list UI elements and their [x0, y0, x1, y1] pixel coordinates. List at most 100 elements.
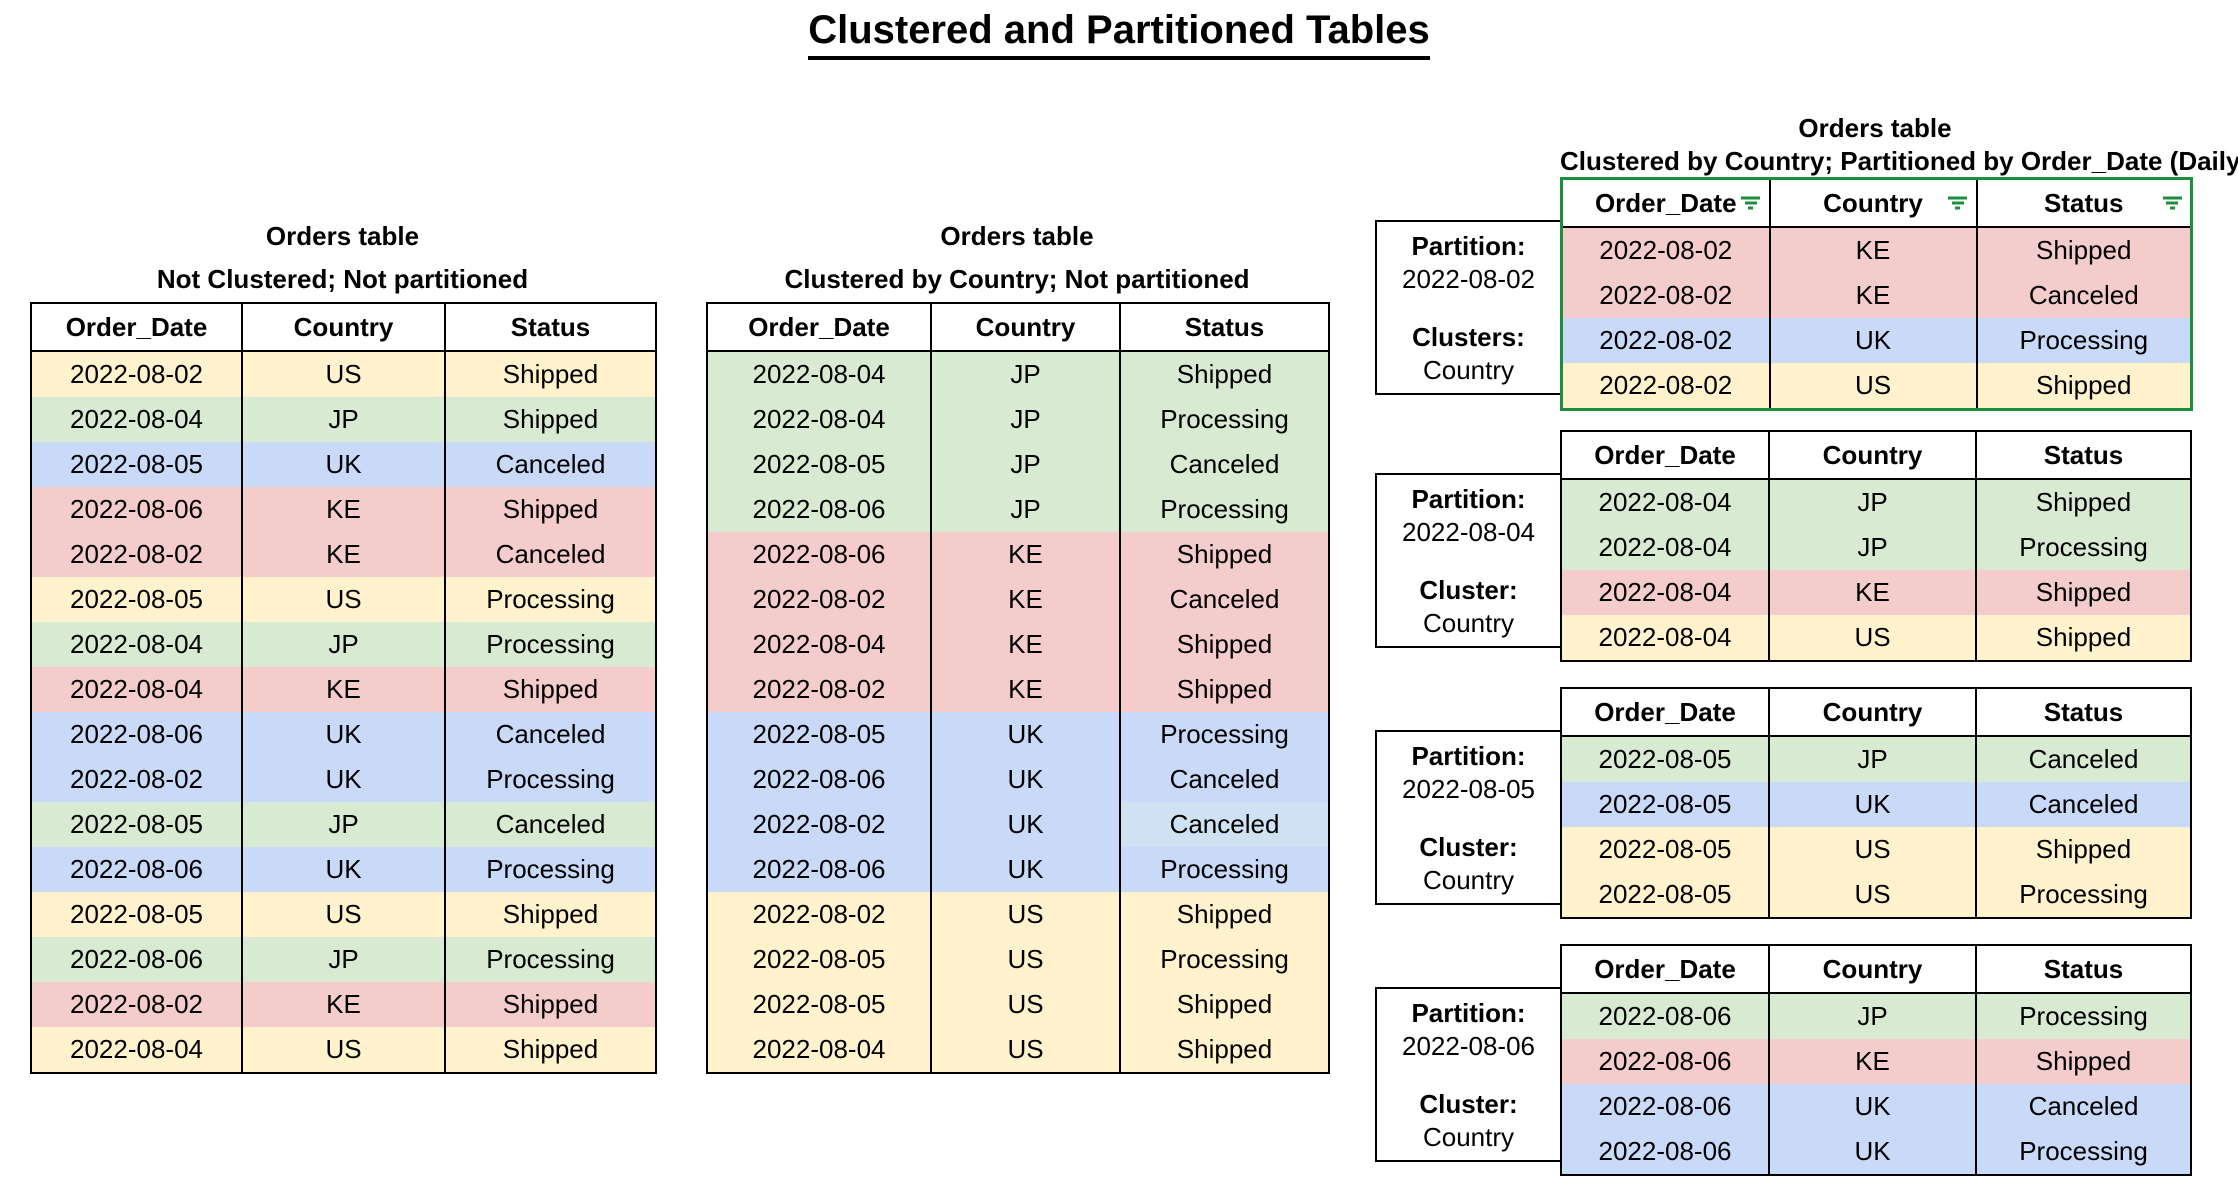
table-row: 2022-08-04 JP Shipped	[1560, 479, 2192, 525]
column-header-country: Country	[1768, 431, 1977, 480]
country-cell: JP	[241, 622, 446, 667]
status-cell: Processing	[444, 847, 657, 892]
order-date-cell: 2022-08-05	[706, 937, 932, 982]
status-cell: Processing	[1975, 993, 2192, 1039]
status-cell: Shipped	[1975, 1039, 2192, 1084]
country-cell: US	[241, 1027, 446, 1073]
right-section-title: Orders table	[1798, 113, 1952, 143]
status-cell: Processing	[1119, 847, 1330, 892]
country-cell: KE	[930, 622, 1121, 667]
table-row: 2022-08-06 JP Processing	[30, 937, 657, 982]
country-cell: UK	[241, 442, 446, 487]
column-header-order-date: Order_Date	[30, 303, 243, 352]
partition-pair: Partition: 2022-08-05	[1377, 740, 1560, 806]
page-title-wrap: Clustered and Partitioned Tables	[0, 8, 2238, 60]
table-row: 2022-08-02 UK Processing	[30, 757, 657, 802]
column-header-status: Status	[1975, 688, 2192, 737]
order-date-cell: 2022-08-02	[30, 757, 243, 802]
status-cell: Canceled	[1975, 736, 2192, 782]
right-section-subtitle: Clustered by Country; Partitioned by Ord…	[1560, 146, 2238, 176]
country-cell: US	[930, 982, 1121, 1027]
cluster-pair: Cluster: Country	[1377, 574, 1560, 640]
table-row: 2022-08-02 US Shipped	[706, 892, 1330, 937]
country-cell: JP	[1768, 993, 1977, 1039]
order-date-cell: 2022-08-04	[706, 1027, 932, 1073]
status-cell: Shipped	[1119, 667, 1330, 712]
header-row: Order_Date Country Status	[1560, 178, 2193, 228]
table-row: 2022-08-06 JP Processing	[706, 487, 1330, 532]
filter-icon	[1740, 195, 1762, 212]
order-date-cell: 2022-08-05	[706, 982, 932, 1027]
orders-table-not-clustered: Order_Date Country Status 2022-08-02 US …	[30, 302, 657, 1074]
country-cell: KE	[241, 487, 446, 532]
header-row: Order_Date Country Status	[706, 303, 1330, 352]
cluster-label: Cluster:	[1419, 832, 1518, 862]
order-date-cell: 2022-08-05	[1560, 872, 1770, 918]
status-cell: Processing	[1975, 1129, 2192, 1175]
column-header-order-date: Order_Date	[706, 303, 932, 352]
order-date-cell: 2022-08-02	[1560, 363, 1771, 410]
table-row: 2022-08-05 JP Canceled	[1560, 736, 2192, 782]
status-cell: Processing	[1975, 525, 2192, 570]
orders-table-partition-2022-08-06: Order_Date Country Status 2022-08-06 JP …	[1560, 944, 2192, 1176]
column-header-status: Status	[1975, 178, 2193, 228]
country-cell: US	[241, 351, 446, 397]
column-header-order-date: Order_Date	[1560, 688, 1770, 737]
table-row: 2022-08-04 JP Processing	[706, 397, 1330, 442]
table-row: 2022-08-05 JP Canceled	[706, 442, 1330, 487]
column-header-country: Country	[241, 303, 446, 352]
status-cell: Shipped	[444, 1027, 657, 1073]
table-row: 2022-08-04 KE Shipped	[706, 622, 1330, 667]
order-date-cell: 2022-08-04	[1560, 570, 1770, 615]
status-cell: Canceled	[444, 442, 657, 487]
country-cell: JP	[1768, 736, 1977, 782]
table-row: 2022-08-06 KE Shipped	[706, 532, 1330, 577]
status-cell: Processing	[444, 622, 657, 667]
status-cell: Processing	[1119, 397, 1330, 442]
status-cell: Canceled	[1119, 577, 1330, 622]
country-cell: US	[241, 892, 446, 937]
cluster-value: Country	[1422, 1122, 1515, 1152]
country-cell: US	[241, 577, 446, 622]
orders-table-partition-2022-08-04: Order_Date Country Status 2022-08-04 JP …	[1560, 430, 2192, 662]
order-date-cell: 2022-08-06	[706, 487, 932, 532]
table-row: 2022-08-05 US Processing	[30, 577, 657, 622]
status-cell: Shipped	[1975, 570, 2192, 615]
country-cell: KE	[241, 532, 446, 577]
cluster-value: Country	[1422, 865, 1515, 895]
country-cell: UK	[241, 847, 446, 892]
cluster-label: Cluster:	[1419, 575, 1518, 605]
status-cell: Canceled	[1975, 1084, 2192, 1129]
status-cell: Processing	[444, 577, 657, 622]
country-cell: UK	[1768, 318, 1978, 363]
partition-value: 2022-08-05	[1402, 774, 1535, 804]
order-date-cell: 2022-08-04	[1560, 479, 1770, 525]
table-row: 2022-08-02 KE Canceled	[30, 532, 657, 577]
column-header-status: Status	[1975, 945, 2192, 994]
status-cell: Processing	[444, 937, 657, 982]
country-cell: UK	[241, 757, 446, 802]
filter-icon	[1947, 195, 1969, 212]
order-date-cell: 2022-08-06	[30, 937, 243, 982]
status-cell: Shipped	[444, 892, 657, 937]
country-cell: UK	[930, 712, 1121, 757]
order-date-cell: 2022-08-06	[706, 847, 932, 892]
status-cell: Shipped	[444, 487, 657, 532]
status-cell: Canceled	[1119, 442, 1330, 487]
country-cell: KE	[241, 667, 446, 712]
status-cell: Shipped	[444, 397, 657, 442]
column-header-country: Country	[1768, 688, 1977, 737]
order-date-cell: 2022-08-06	[30, 487, 243, 532]
status-cell: Shipped	[444, 351, 657, 397]
table-row: 2022-08-04 US Shipped	[706, 1027, 1330, 1073]
country-cell: US	[930, 937, 1121, 982]
country-cell: JP	[930, 351, 1121, 397]
cluster-pair: Cluster: Country	[1377, 831, 1560, 897]
status-cell: Shipped	[1119, 532, 1330, 577]
column-header-order-date: Order_Date	[1560, 431, 1770, 480]
table-row: 2022-08-06 JP Processing	[1560, 993, 2192, 1039]
partition-label: Partition:	[1411, 231, 1526, 261]
country-cell: UK	[1768, 1129, 1977, 1175]
country-cell: US	[1768, 872, 1977, 918]
table-row: 2022-08-04 KE Shipped	[1560, 570, 2192, 615]
